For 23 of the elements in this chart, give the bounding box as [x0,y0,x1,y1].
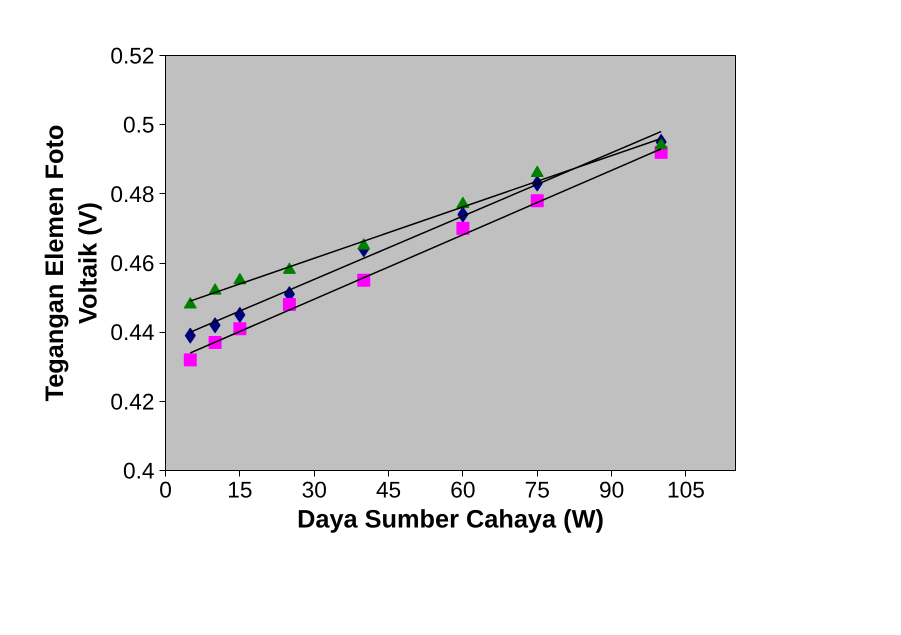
point [530,166,544,178]
x-tick-label: 105 [667,476,705,502]
y-tick-label: 0.4 [123,458,155,484]
x-tick-label: 90 [598,476,624,502]
y-axis-title: Tegangan Elemen Foto Voltaik (V) [40,124,102,402]
y-tick-label: 0.42 [110,388,155,414]
point [456,222,470,235]
x-tick-label: 15 [227,476,252,502]
x-tick-label: 75 [524,476,550,502]
point [357,238,370,250]
y-tick-label: 0.5 [123,112,155,138]
y-tick-label: 0.44 [110,319,155,346]
x-tick-label: 45 [376,476,402,502]
point [184,353,197,366]
x-tick-label: 60 [450,476,476,502]
y-tick-label: 0.52 [110,42,155,68]
x-axis-title: Daya Sumber Cahaya (W) [297,506,604,534]
x-tick-label: 0 [159,476,172,502]
x-tick-label: 30 [302,476,327,502]
y-tick-label: 0.48 [110,180,155,207]
point [282,298,296,311]
y-tick-label: 0.46 [110,250,155,276]
point [654,138,668,150]
